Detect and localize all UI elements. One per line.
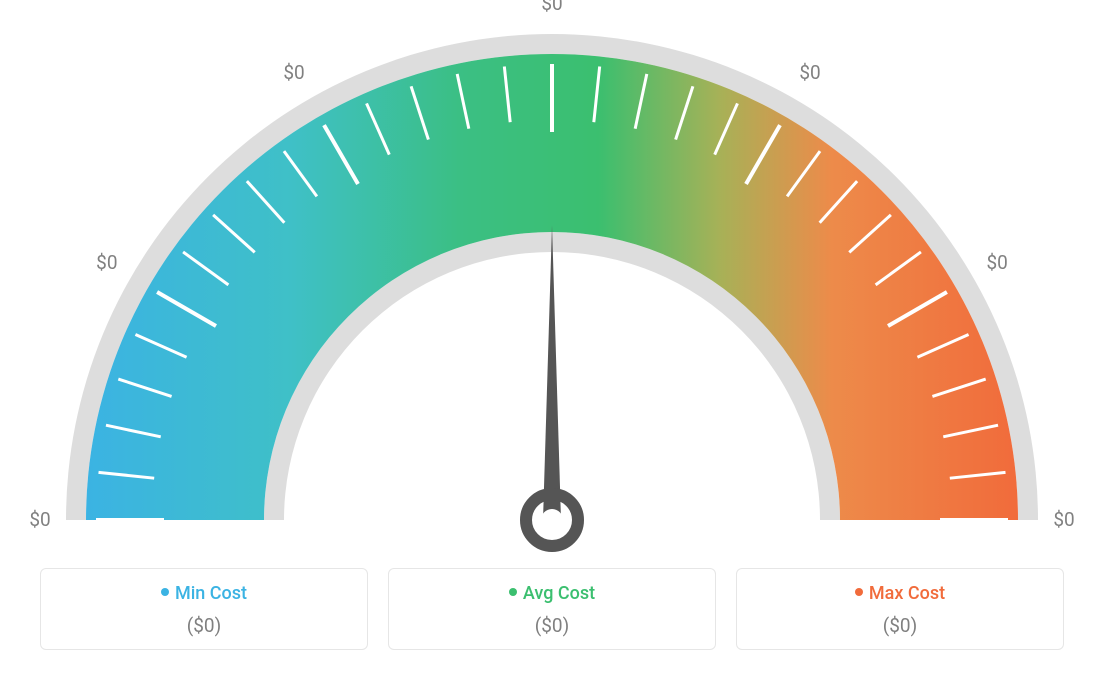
- legend-value-max: ($0): [747, 614, 1053, 637]
- legend-card-min: Min Cost ($0): [40, 568, 368, 650]
- legend-title-min: Min Cost: [51, 583, 357, 604]
- legend-title-max: Max Cost: [747, 583, 1053, 604]
- svg-text:$0: $0: [29, 508, 50, 531]
- legend-title-avg: Avg Cost: [399, 583, 705, 604]
- dot-icon: [161, 588, 169, 596]
- gauge-chart: $0 $0 $0 $0 $0 $0 $0: [0, 0, 1104, 555]
- legend-row: Min Cost ($0) Avg Cost ($0) Max Cost ($0…: [40, 568, 1064, 650]
- svg-text:$0: $0: [541, 0, 562, 15]
- legend-label-min: Min Cost: [175, 583, 247, 604]
- svg-text:$0: $0: [283, 61, 304, 84]
- legend-value-avg: ($0): [399, 614, 705, 637]
- svg-text:$0: $0: [1053, 508, 1074, 531]
- legend-value-min: ($0): [51, 614, 357, 637]
- svg-text:$0: $0: [986, 251, 1007, 274]
- svg-text:$0: $0: [799, 61, 820, 84]
- dot-icon: [509, 588, 517, 596]
- legend-card-max: Max Cost ($0): [736, 568, 1064, 650]
- legend-label-avg: Avg Cost: [523, 583, 595, 604]
- legend-label-max: Max Cost: [869, 583, 945, 604]
- svg-text:$0: $0: [96, 251, 117, 274]
- legend-card-avg: Avg Cost ($0): [388, 568, 716, 650]
- dot-icon: [855, 588, 863, 596]
